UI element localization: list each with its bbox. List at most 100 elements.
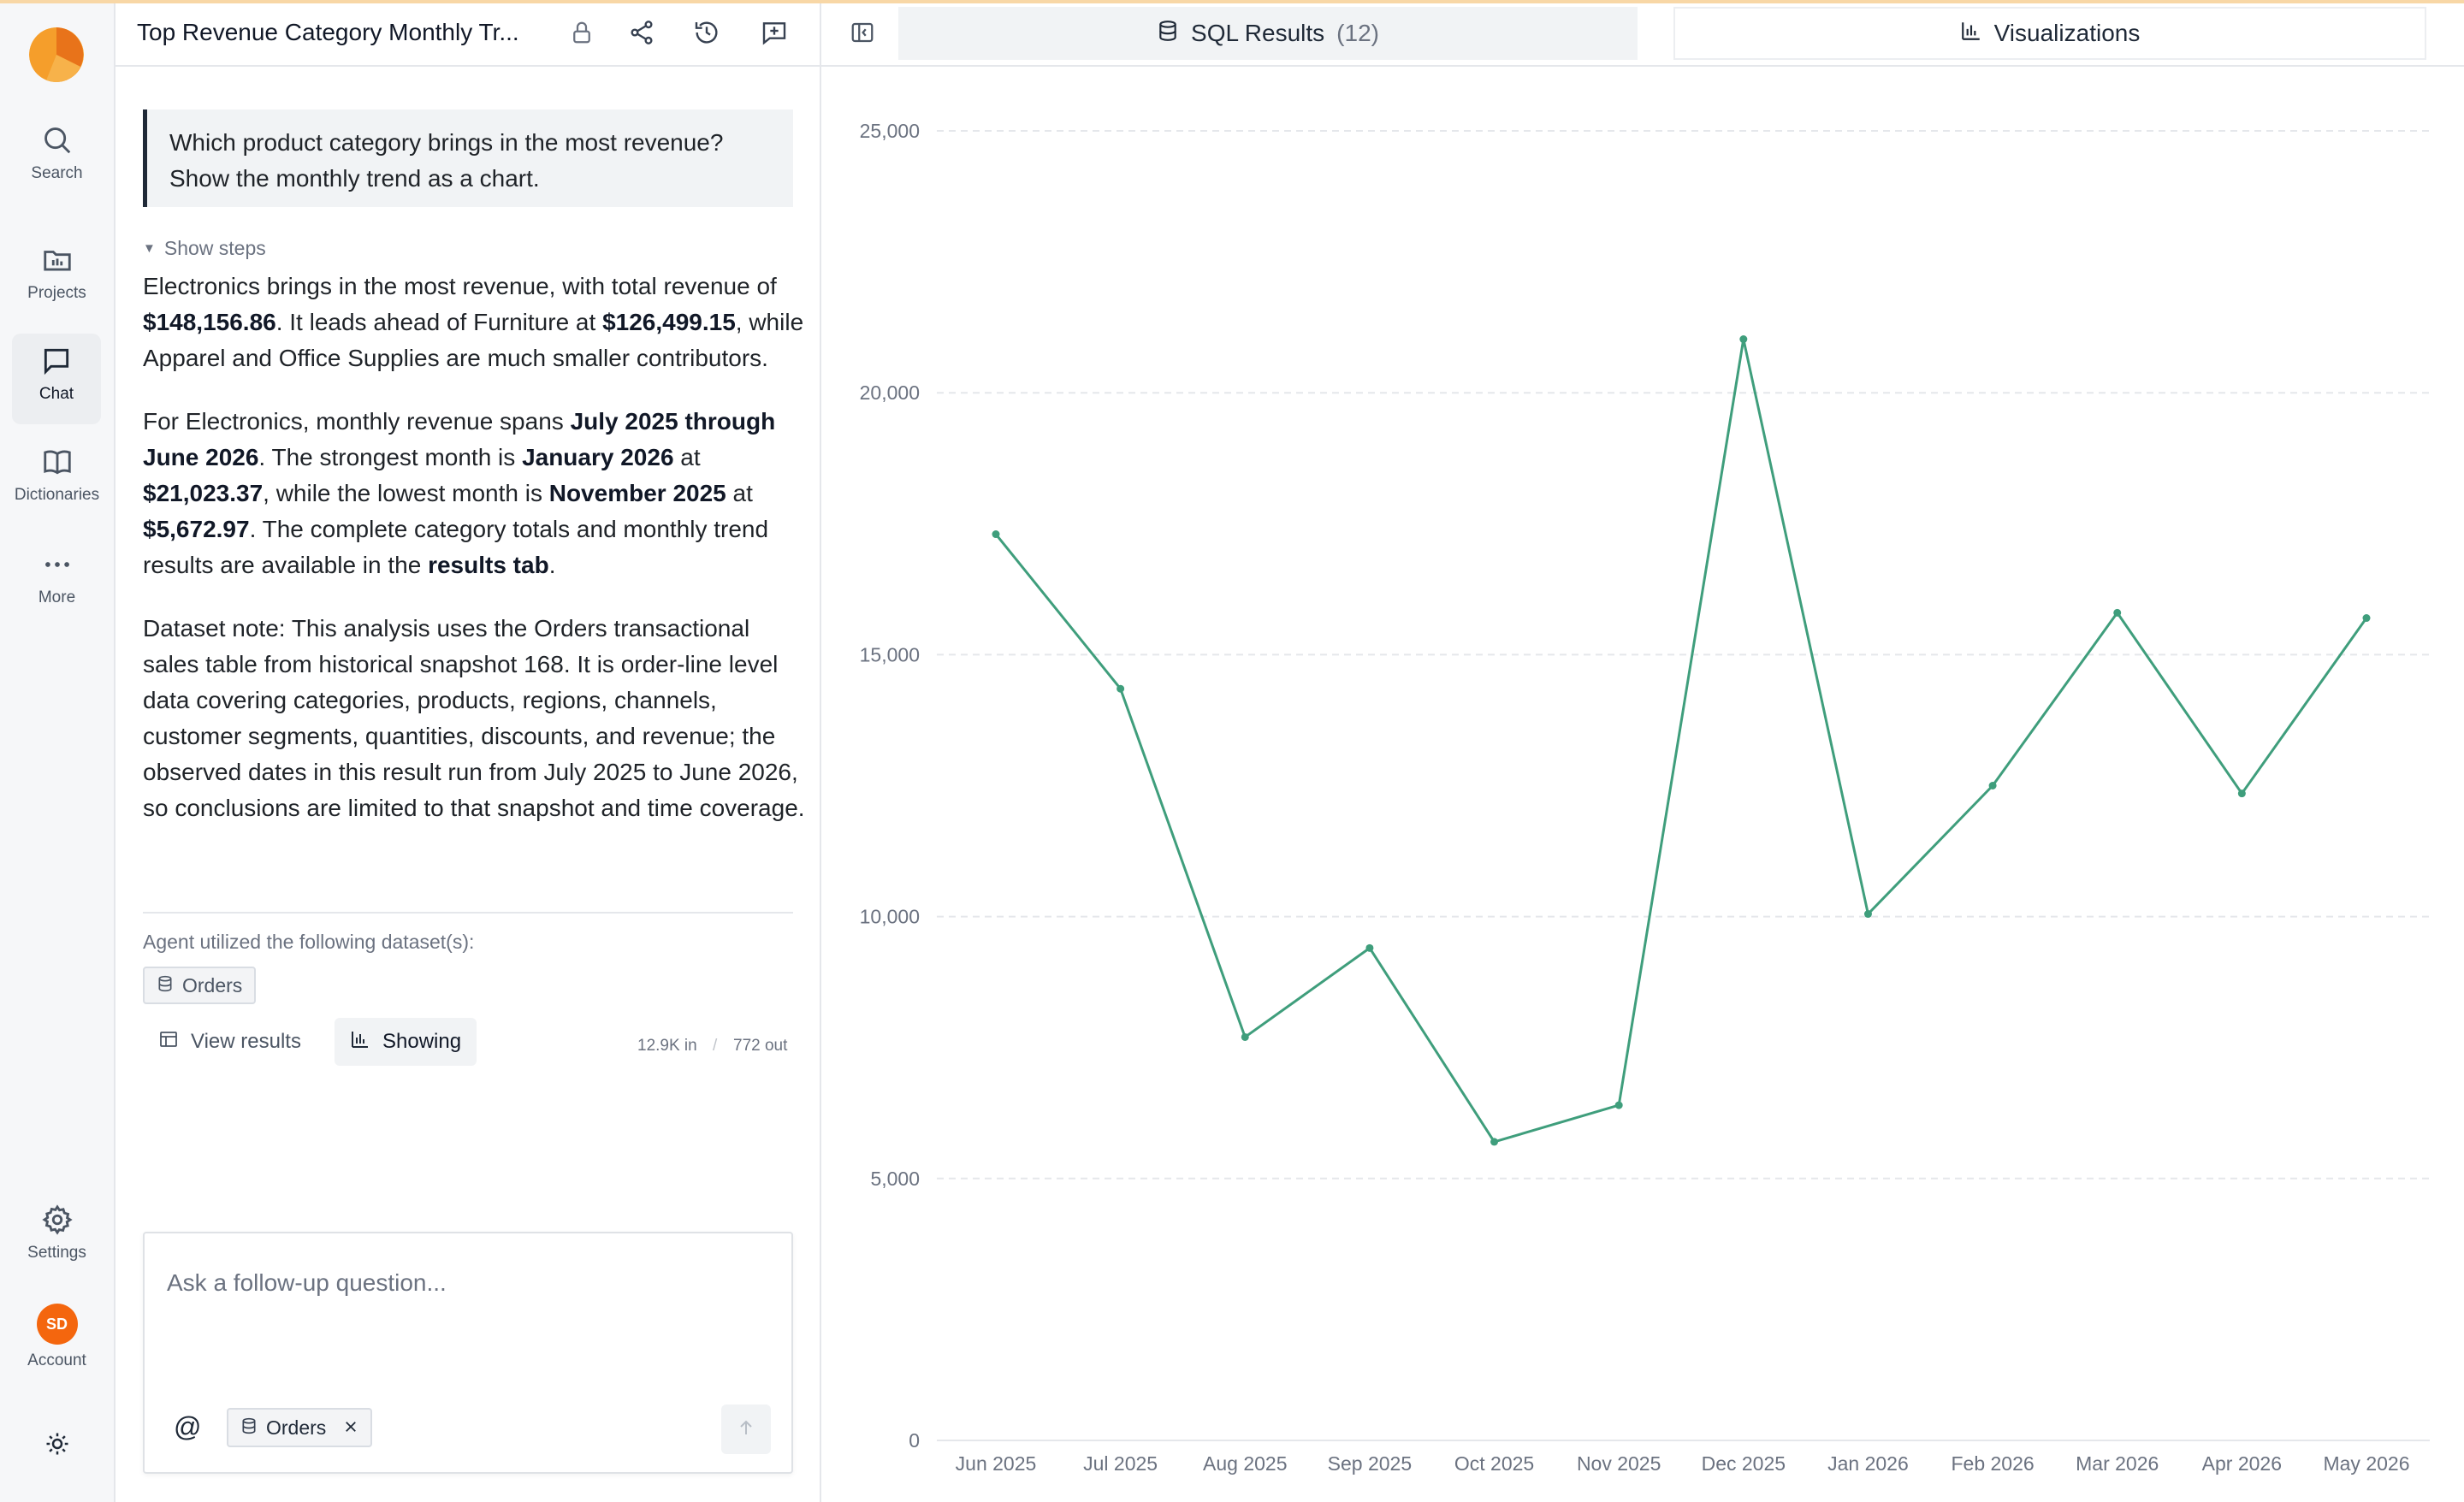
nav-chat[interactable]: Chat (12, 334, 101, 424)
x-tick-label: Dec 2025 (1702, 1452, 1786, 1475)
sun-icon (40, 1427, 74, 1461)
database-icon (1157, 20, 1179, 48)
series-line (994, 338, 2368, 1144)
data-point (1241, 1032, 1249, 1041)
user-question-line-1: Which product category brings in the mos… (169, 129, 724, 156)
new-chat-button[interactable] (757, 17, 791, 51)
chat-panel: Top Revenue Category Monthly Tr... Which… (116, 0, 821, 1502)
y-tick-label: 10,000 (860, 906, 920, 928)
folder-icon (40, 243, 74, 277)
tokens-out: 772 out (733, 1037, 788, 1055)
nav-search[interactable]: Search (0, 123, 114, 183)
answer-text: . (548, 552, 556, 578)
database-icon (240, 1416, 258, 1440)
answer-paragraph-1: Electronics brings in the most revenue, … (143, 269, 806, 376)
user-question-line-2: Show the monthly trend as a chart. (169, 165, 540, 192)
nav-settings[interactable]: Settings (0, 1203, 114, 1263)
x-tick-label: Sep 2025 (1328, 1452, 1412, 1475)
more-icon (40, 547, 74, 582)
view-results-label: View results (191, 1030, 301, 1053)
nav-more[interactable]: More (0, 547, 114, 607)
y-tick-label: 5,000 (870, 1168, 920, 1190)
x-tick-label: Nov 2025 (1577, 1452, 1661, 1475)
nav-dictionaries[interactable]: Dictionaries (0, 445, 114, 505)
follow-up-composer[interactable]: Ask a follow-up question... @ Orders (143, 1232, 793, 1474)
answer-paragraph-3: Dataset note: This analysis uses the Ord… (143, 615, 805, 821)
answer-text: at (673, 444, 701, 470)
answer-text: at (726, 480, 753, 506)
answer-text: , while Apparel and Office Supplies are … (143, 309, 804, 371)
avatar: SD (36, 1304, 78, 1345)
close-icon[interactable] (343, 1416, 358, 1440)
datasets-label: Agent utilized the following dataset(s): (143, 931, 475, 953)
nav-account[interactable]: SD Account (0, 1304, 114, 1370)
tab-sql-label: SQL Results (1191, 20, 1325, 46)
data-point (2362, 614, 2371, 623)
answer-text: For Electronics, monthly revenue spans (143, 408, 571, 435)
answer-paragraph-2: For Electronics, monthly revenue spans J… (143, 404, 806, 583)
data-point (2113, 608, 2122, 617)
collapse-panel-button[interactable] (845, 17, 880, 51)
sidebar-toggle-icon (850, 20, 875, 50)
user-question: Which product category brings in the mos… (143, 109, 793, 207)
share-button[interactable] (625, 17, 659, 51)
tab-sql-count: (12) (1336, 20, 1379, 46)
answer-bold: July 2025 through June 2026 (143, 408, 776, 470)
answer-text: Electronics brings in the most revenue, … (143, 273, 777, 299)
arrow-up-icon (736, 1417, 756, 1442)
x-tick-label: Feb 2026 (1951, 1452, 2034, 1475)
history-button[interactable] (690, 17, 724, 51)
data-point (1988, 782, 1997, 789)
chat-title[interactable]: Top Revenue Category Monthly Tr... (137, 19, 519, 45)
data-point (1614, 1101, 1623, 1109)
tokens-separator: / (713, 1037, 718, 1055)
send-button[interactable] (721, 1404, 771, 1454)
answer-text: , while the lowest month is (263, 480, 549, 506)
x-tick-label: Jul 2025 (1083, 1452, 1158, 1475)
answer-text: . The strongest month is (258, 444, 523, 470)
answer-bold: $126,499.15 (602, 309, 736, 335)
mention-button[interactable]: @ (174, 1411, 202, 1442)
nav-chat-label: Chat (38, 385, 74, 403)
book-icon (40, 445, 74, 479)
x-tick-label: Mar 2026 (2076, 1452, 2159, 1475)
tab-sql-results[interactable]: SQL Results (12) (898, 7, 1638, 60)
new-chat-icon (761, 19, 788, 50)
app-logo[interactable] (29, 27, 84, 82)
results-tab-link[interactable]: results tab (428, 552, 549, 578)
chat-icon (39, 344, 74, 378)
x-tick-label: Apr 2026 (2202, 1452, 2282, 1475)
tab-visualizations[interactable]: Visualizations (1673, 7, 2426, 60)
database-icon (157, 974, 174, 997)
x-tick-label: Jan 2026 (1827, 1452, 1909, 1475)
data-point (2237, 789, 2246, 798)
view-results-button[interactable]: View results (143, 1018, 317, 1066)
data-point (1116, 684, 1125, 693)
dataset-chip-orders[interactable]: Orders (143, 967, 257, 1004)
answer-bold: November 2025 (548, 480, 726, 506)
results-tabs: SQL Results (12) Visualizations (821, 0, 2464, 67)
nav-dictionaries-label: Dictionaries (14, 486, 100, 504)
nav-projects[interactable]: Projects (0, 243, 114, 303)
left-nav-rail: Search Projects Chat Dictionaries More S… (0, 0, 116, 1502)
follow-up-input[interactable]: Ask a follow-up question... (167, 1269, 447, 1296)
data-point (992, 530, 1000, 539)
answer-text: . It leads ahead of Furniture at (275, 309, 603, 335)
x-tick-label: Aug 2025 (1203, 1452, 1287, 1475)
lock-button[interactable] (565, 17, 599, 51)
answer-bold: $148,156.86 (143, 309, 276, 335)
nav-settings-label: Settings (27, 1244, 86, 1262)
theme-toggle[interactable] (0, 1427, 114, 1461)
results-panel: SQL Results (12) Visualizations 0 5,000 10… (821, 0, 2464, 1502)
tab-viz-label: Visualizations (1993, 20, 2141, 46)
showing-label: Showing (382, 1030, 462, 1053)
show-steps-toggle[interactable]: ▼ Show steps (143, 237, 266, 260)
assistant-answer: Electronics brings in the most revenue, … (143, 269, 806, 854)
composer-dataset-chip[interactable]: Orders (227, 1408, 373, 1447)
caret-down-icon: ▼ (143, 241, 156, 256)
answer-bold: January 2026 (522, 444, 674, 470)
top-accent-line (0, 0, 2464, 3)
nav-account-label: Account (27, 1351, 86, 1369)
showing-chart-button[interactable]: Showing (335, 1018, 477, 1066)
nav-more-label: More (38, 588, 76, 606)
